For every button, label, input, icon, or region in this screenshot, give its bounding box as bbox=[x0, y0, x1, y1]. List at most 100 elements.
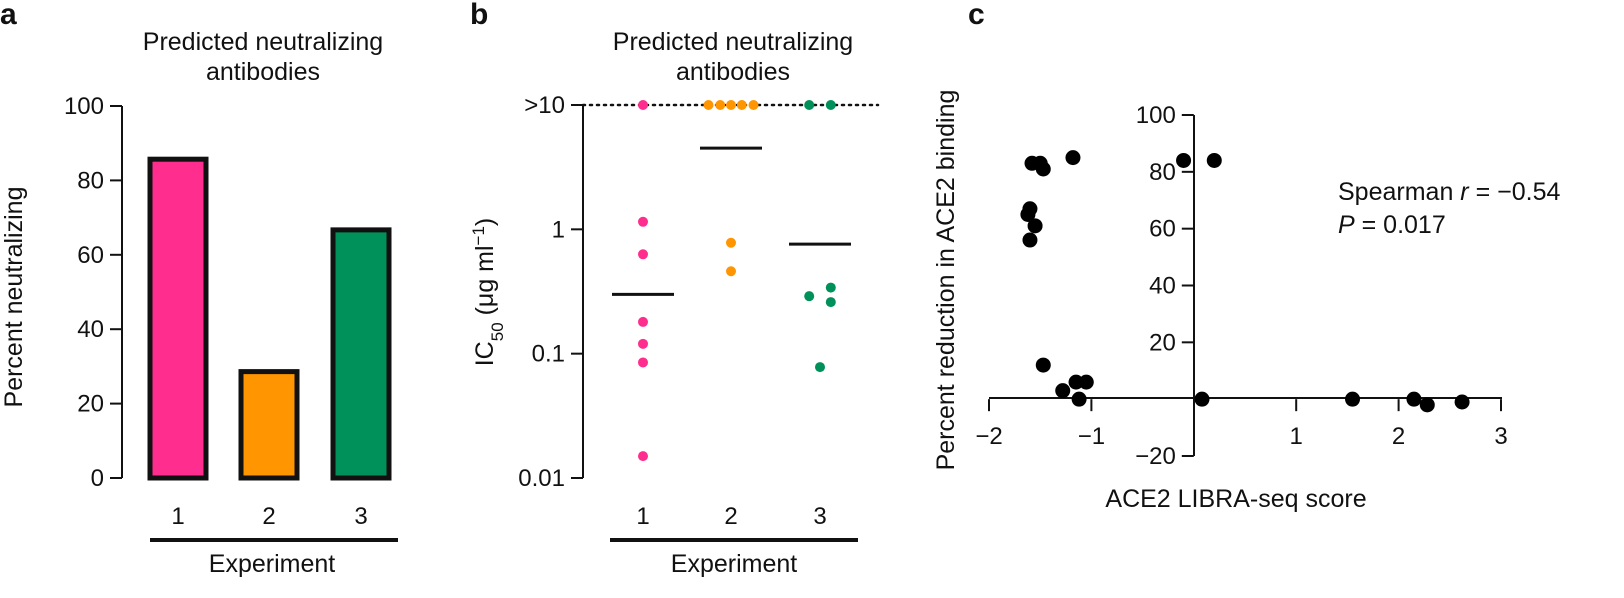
panel-c-ytick-label: 80 bbox=[1149, 159, 1176, 186]
panel-c-y-ticks: −20 20 40 60 80 100 bbox=[1135, 102, 1194, 470]
panel-b-title-line1: Predicted neutralizing bbox=[613, 28, 853, 56]
panel-b-ylabel-sub: 50 bbox=[488, 322, 507, 341]
panel-c-point bbox=[1071, 391, 1087, 407]
panel-c-point bbox=[1035, 161, 1051, 177]
panel-b-point-exp1 bbox=[638, 357, 648, 368]
panel-label-a: a bbox=[0, 0, 17, 31]
panel-b-point-exp3 bbox=[804, 100, 815, 110]
panel-a-xtick-label: 2 bbox=[262, 503, 275, 530]
panel-c-point bbox=[1024, 155, 1040, 171]
panel-b-point-exp3 bbox=[825, 100, 836, 110]
panel-a-bars bbox=[147, 156, 392, 481]
panel-b-ytick-label: 0.01 bbox=[518, 465, 565, 492]
panel-b-point-exp3 bbox=[825, 282, 836, 293]
panel-b-ylabel-ic: IC bbox=[471, 341, 499, 366]
panel-b-y-ticks: 0.01 0.1 1 >10 bbox=[518, 92, 583, 492]
panel-b-x-ticks: 1 2 3 bbox=[636, 503, 826, 530]
panel-a-ytick-label: 80 bbox=[77, 167, 104, 194]
panel-c-point bbox=[1406, 391, 1422, 407]
panel-b-ytick-label: 0.1 bbox=[532, 341, 565, 368]
panel-label-c: c bbox=[968, 0, 985, 31]
panel-c-point bbox=[1065, 150, 1081, 166]
panel-c-point bbox=[1419, 397, 1435, 413]
panel-b-x-axis-title: Experiment bbox=[671, 550, 797, 578]
panel-b-point-exp1 bbox=[638, 249, 648, 260]
panel-c-xtick-label: −2 bbox=[975, 423, 1002, 450]
panel-b-point-exp3 bbox=[815, 362, 825, 373]
panel-a-bar-3 bbox=[330, 227, 392, 481]
panel-c-point bbox=[1078, 374, 1094, 390]
panel-b-title-line2: antibodies bbox=[676, 58, 790, 86]
panel-a-x-axis-title: Experiment bbox=[209, 550, 335, 578]
panel-c-point bbox=[1055, 383, 1071, 399]
panel-b-ylabel-units: (μg ml bbox=[471, 245, 499, 322]
panel-c-point bbox=[1206, 152, 1222, 168]
panel-c-ytick-label: 100 bbox=[1136, 102, 1176, 129]
panel-c-x-ticks: −2 −1 1 2 3 bbox=[975, 399, 1508, 450]
panel-b-medians bbox=[612, 146, 851, 296]
panel-b-point-exp2 bbox=[715, 100, 726, 110]
panel-c-stat-label: Spearman bbox=[1338, 178, 1460, 206]
panel-b-point-exp2 bbox=[748, 100, 759, 110]
panel-a-y-ticks: 0 20 40 60 80 100 bbox=[64, 93, 122, 492]
panel-a-title-line1: Predicted neutralizing bbox=[143, 28, 383, 56]
panel-c-points bbox=[1020, 150, 1470, 413]
panel-b-point-exp2 bbox=[736, 100, 747, 110]
panel-a-bar-1 bbox=[147, 156, 209, 481]
panel-c-x-axis-title: ACE2 LIBRA-seq score bbox=[1105, 485, 1366, 513]
panel-c-point bbox=[1022, 201, 1038, 217]
panel-a-bar-2 bbox=[238, 369, 300, 481]
panel-c-stat-p: P bbox=[1338, 211, 1355, 239]
panel-b-xtick-label: 1 bbox=[636, 503, 649, 530]
panel-c-point bbox=[1035, 357, 1051, 373]
panel-c-ytick-label: 20 bbox=[1149, 329, 1176, 356]
panel-a-ytick-label: 20 bbox=[77, 391, 104, 418]
panel-b-ytick-label: >10 bbox=[524, 92, 565, 119]
panel-b-ylabel-sup: −1 bbox=[469, 226, 488, 245]
panel-c-ytick-label: 60 bbox=[1149, 216, 1176, 243]
panel-c-xtick-label: 3 bbox=[1494, 423, 1507, 450]
panel-b-point-exp1 bbox=[638, 100, 648, 110]
panel-c-point bbox=[1022, 232, 1038, 248]
panel-b-ylabel-close: ) bbox=[471, 218, 499, 226]
panel-b-point-exp1 bbox=[638, 316, 648, 327]
panel-b-point-exp1 bbox=[638, 216, 648, 227]
panel-a-ytick-label: 100 bbox=[64, 93, 104, 120]
panel-b-points bbox=[638, 100, 836, 462]
panel-a-ytick-label: 40 bbox=[77, 316, 104, 343]
panel-a-ytick-label: 0 bbox=[91, 465, 104, 492]
panel-a-bar-chart: Predicted neutralizing antibodies 0 20 40 6… bbox=[0, 28, 398, 578]
panel-b-point-exp1 bbox=[638, 338, 648, 349]
panel-b-dot-plot: Predicted neutralizing antibodies 0.010.… bbox=[469, 28, 880, 578]
panel-a-ytick-label: 60 bbox=[77, 242, 104, 269]
panel-c-y-axis-title: Percent reduction in ACE2 binding bbox=[932, 90, 960, 471]
panel-a-title-line2: antibodies bbox=[206, 58, 320, 86]
panel-c-stat-r: r bbox=[1460, 178, 1470, 206]
panel-c-point bbox=[1345, 391, 1361, 407]
panel-c-point bbox=[1194, 391, 1210, 407]
panel-c-spearman-stat: Spearman r = −0.54 bbox=[1338, 178, 1560, 206]
panel-b-xtick-label: 2 bbox=[724, 503, 737, 530]
panel-c-point bbox=[1454, 394, 1470, 410]
panel-c-xtick-label: 2 bbox=[1392, 423, 1405, 450]
panel-b-point-exp2 bbox=[726, 266, 736, 277]
panel-c-p-value: P = 0.017 bbox=[1338, 211, 1446, 239]
panel-c-xtick-label: 1 bbox=[1290, 423, 1303, 450]
panel-b-ytick-label: 1 bbox=[552, 216, 565, 243]
panel-c-ytick-label: −20 bbox=[1135, 443, 1176, 470]
panel-a-y-axis-title: Percent neutralizing bbox=[0, 187, 28, 408]
panel-b-point-exp1 bbox=[638, 451, 648, 462]
panel-a-xtick-label: 1 bbox=[171, 503, 184, 530]
panel-c-point bbox=[1176, 152, 1192, 168]
panel-a-x-ticks: 1 2 3 bbox=[171, 503, 367, 530]
panel-b-xtick-label: 3 bbox=[813, 503, 826, 530]
panel-b-point-exp2 bbox=[726, 100, 736, 110]
panel-c-scatter: −2 −1 1 2 3 −20 20 40 60 80 100 ACE2 LIBRA-seq sc… bbox=[932, 90, 1560, 513]
panel-b-point-exp2 bbox=[726, 237, 736, 248]
panel-label-b: b bbox=[470, 0, 488, 31]
panel-a-xtick-label: 3 bbox=[354, 503, 367, 530]
panel-b-point-exp3 bbox=[804, 291, 815, 302]
panel-c-ytick-label: 40 bbox=[1149, 273, 1176, 300]
panel-c-point bbox=[1027, 218, 1043, 234]
